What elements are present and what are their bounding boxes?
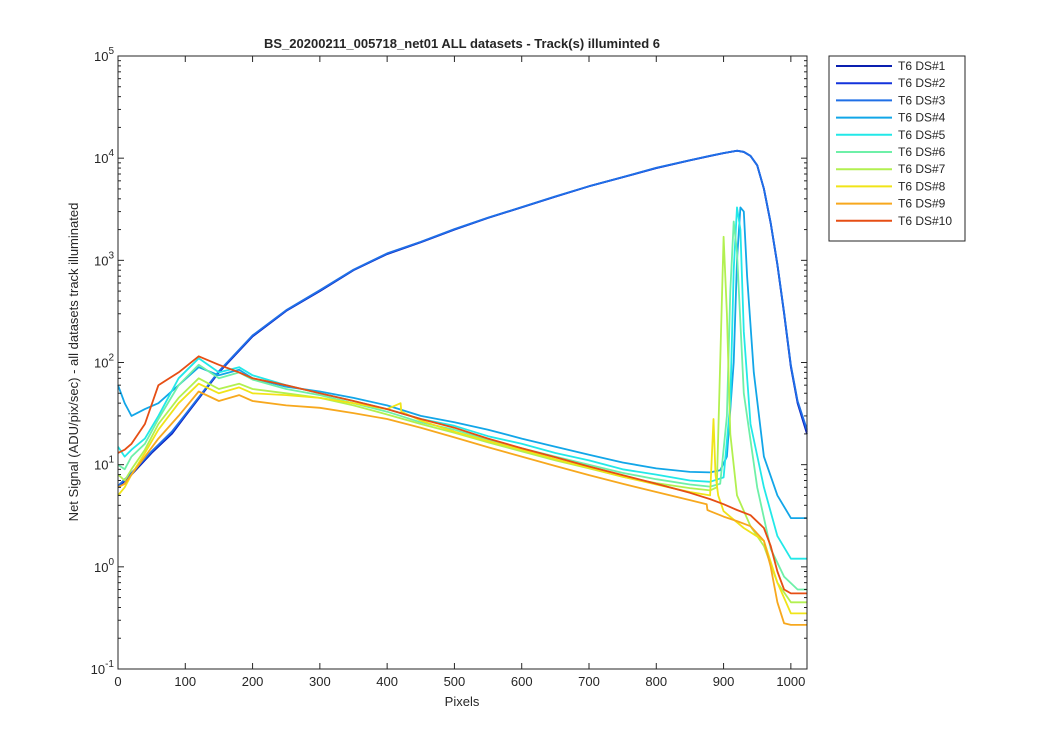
- plot-area: [118, 56, 807, 669]
- legend-label-7: T6 DS#7: [898, 162, 946, 176]
- x-tick-label: 600: [511, 674, 533, 689]
- legend-label-6: T6 DS#6: [898, 145, 946, 159]
- legend-label-3: T6 DS#3: [898, 93, 946, 107]
- x-tick-label: 900: [713, 674, 735, 689]
- legend-box: [828, 55, 966, 242]
- legend-label-1: T6 DS#1: [898, 59, 946, 73]
- x-tick-label: 100: [174, 674, 196, 689]
- y-tick-label: 102: [94, 353, 114, 371]
- y-tick-label: 104: [94, 148, 114, 166]
- x-tick-label: 500: [444, 674, 466, 689]
- legend: T6 DS#1 T6 DS#2 T6 DS#3 T6 DS#4 T6 DS#5 T6 DS…: [828, 55, 966, 242]
- x-axis-label: Pixels: [445, 694, 480, 709]
- y-tick-label: 100: [94, 557, 114, 575]
- x-tick-label: 1000: [776, 674, 805, 689]
- legend-label-8: T6 DS#8: [898, 179, 946, 193]
- y-tick-label: 103: [94, 250, 114, 268]
- legend-label-9: T6 DS#9: [898, 197, 946, 211]
- x-tick-label: 400: [376, 674, 398, 689]
- legend-label-2: T6 DS#2: [898, 76, 946, 90]
- y-tick-label: 10-1: [91, 659, 115, 677]
- x-ticks: 0 100 200 300 400 500 600 700 800 900 1000: [114, 56, 805, 689]
- x-tick-label: 0: [114, 674, 121, 689]
- chart-title: BS_20200211_005718_net01 ALL datasets - …: [264, 36, 660, 51]
- series-line-10: [117, 355, 807, 595]
- x-tick-label: 300: [309, 674, 331, 689]
- legend-label-5: T6 DS#5: [898, 128, 946, 142]
- series-line-8: [117, 382, 807, 615]
- series-line-7: [117, 235, 807, 604]
- x-tick-label: 800: [645, 674, 667, 689]
- legend-label-4: T6 DS#4: [898, 111, 946, 125]
- series-line-9: [117, 390, 807, 626]
- y-axis-label: Net Signal (ADU/pix/sec) - all datasets …: [66, 203, 81, 522]
- y-tick-label: 105: [94, 46, 114, 64]
- series-layer: [117, 149, 808, 626]
- series-line-3: [117, 149, 808, 487]
- x-tick-label: 200: [242, 674, 264, 689]
- y-ticks: 10-1 100 101 102 103 104 105: [91, 46, 807, 677]
- series-line-5: [117, 206, 807, 560]
- x-tick-label: 700: [578, 674, 600, 689]
- legend-label-10: T6 DS#10: [898, 214, 952, 228]
- series-line-4: [117, 206, 807, 519]
- y-tick-label: 101: [94, 455, 114, 473]
